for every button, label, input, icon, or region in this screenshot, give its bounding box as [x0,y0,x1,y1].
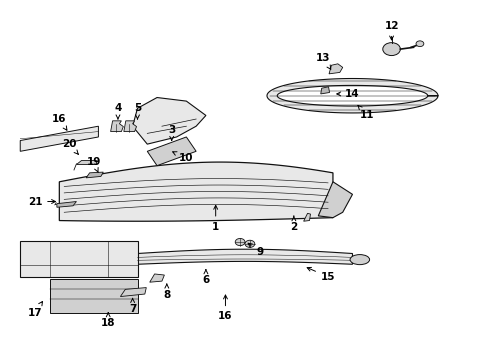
Polygon shape [133,98,206,144]
Text: 2: 2 [290,216,297,231]
Text: 5: 5 [134,103,141,119]
Text: 16: 16 [218,295,233,321]
Text: 19: 19 [86,157,101,172]
Text: 12: 12 [384,21,399,40]
Polygon shape [76,160,96,164]
Text: 3: 3 [168,125,175,141]
Polygon shape [138,249,352,264]
Text: 10: 10 [172,152,194,163]
Text: 17: 17 [27,302,43,318]
Text: 7: 7 [129,298,136,314]
Circle shape [383,42,400,55]
Polygon shape [329,64,343,74]
Text: 9: 9 [248,243,263,257]
Polygon shape [57,202,76,207]
Text: 8: 8 [163,284,171,300]
Text: 1: 1 [212,206,220,231]
Circle shape [416,41,424,46]
Polygon shape [20,126,98,151]
Polygon shape [318,182,352,218]
Polygon shape [321,87,330,94]
Polygon shape [111,121,123,132]
Text: 11: 11 [358,105,374,121]
Polygon shape [150,274,164,282]
FancyBboxPatch shape [20,241,138,277]
Text: 21: 21 [27,197,55,207]
Text: 4: 4 [114,103,122,119]
Text: 20: 20 [62,139,78,154]
Polygon shape [121,288,147,297]
Polygon shape [147,137,196,166]
Text: 15: 15 [307,267,335,282]
Text: 6: 6 [202,270,210,285]
Polygon shape [86,172,103,178]
Text: 18: 18 [101,312,116,328]
FancyBboxPatch shape [49,279,138,313]
Ellipse shape [350,255,369,265]
Polygon shape [304,213,311,221]
Polygon shape [124,121,137,132]
Text: 16: 16 [52,114,67,130]
Circle shape [235,238,245,246]
Text: 14: 14 [337,89,360,99]
Polygon shape [267,78,438,113]
Polygon shape [59,162,333,221]
Text: 13: 13 [316,53,331,69]
Circle shape [245,240,255,247]
